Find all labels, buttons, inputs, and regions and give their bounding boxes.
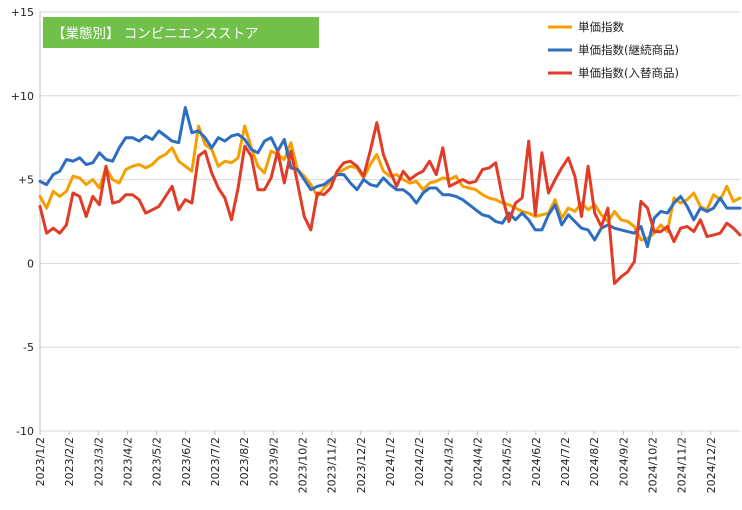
x-tick-label: 2024/4/2 — [472, 437, 485, 486]
x-tick-label: 2023/8/2 — [238, 437, 251, 486]
y-tick-label: 0 — [27, 257, 34, 270]
x-tick-label: 2024/11/2 — [676, 437, 689, 493]
x-tick-label: 2024/9/2 — [617, 437, 630, 486]
x-tick-label: 2023/5/2 — [151, 437, 164, 486]
series-line-3 — [38, 121, 742, 285]
x-tick-label: 2023/4/2 — [122, 437, 135, 486]
x-tick-label: 2023/10/2 — [297, 437, 310, 493]
chart-title: 【業態別】 コンビニエンスストア — [52, 26, 259, 42]
x-tick-label: 2023/2/2 — [63, 437, 76, 486]
y-tick-label: -5 — [23, 341, 34, 354]
legend-item: 単価指数 — [548, 20, 624, 34]
x-tick-label: 2023/3/2 — [92, 437, 105, 486]
chart-title-box: 【業態別】 コンビニエンスストア — [43, 17, 319, 48]
x-tick-label: 2023/11/2 — [326, 437, 339, 493]
legend-label: 単価指数(継続商品) — [578, 43, 679, 57]
series-line-1 — [38, 124, 742, 242]
legend-item: 単価指数(入替商品) — [548, 66, 679, 80]
y-tick-label: +10 — [11, 90, 34, 103]
x-tick-label: 2023/12/2 — [355, 437, 368, 493]
x-tick-label: 2024/1/2 — [384, 437, 397, 486]
series-line-2 — [38, 106, 742, 249]
y-tick-label: +5 — [18, 174, 34, 187]
x-tick-label: 2023/7/2 — [209, 437, 222, 486]
x-tick-label: 2024/12/2 — [705, 437, 718, 493]
x-tick-label: 2023/1/2 — [34, 437, 47, 486]
x-tick-label: 2024/8/2 — [588, 437, 601, 486]
legend-item: 単価指数(継続商品) — [548, 43, 679, 57]
series-lines — [38, 106, 742, 285]
x-tick-label: 2024/3/2 — [442, 437, 455, 486]
title-background — [43, 17, 319, 48]
legend-label: 単価指数(入替商品) — [578, 66, 679, 80]
x-tick-label: 2023/6/2 — [180, 437, 193, 486]
x-tick-label: 2024/10/2 — [647, 437, 660, 493]
x-tick-label: 2024/7/2 — [559, 437, 572, 486]
y-tick-label: +15 — [11, 6, 34, 19]
legend-label: 単価指数 — [578, 20, 624, 34]
x-tick-label: 2024/5/2 — [501, 437, 514, 486]
y-tick-label: -10 — [16, 425, 34, 438]
x-tick-label: 2024/2/2 — [413, 437, 426, 486]
x-tick-label: 2023/9/2 — [267, 437, 280, 486]
x-tick-label: 2024/6/2 — [530, 437, 543, 486]
